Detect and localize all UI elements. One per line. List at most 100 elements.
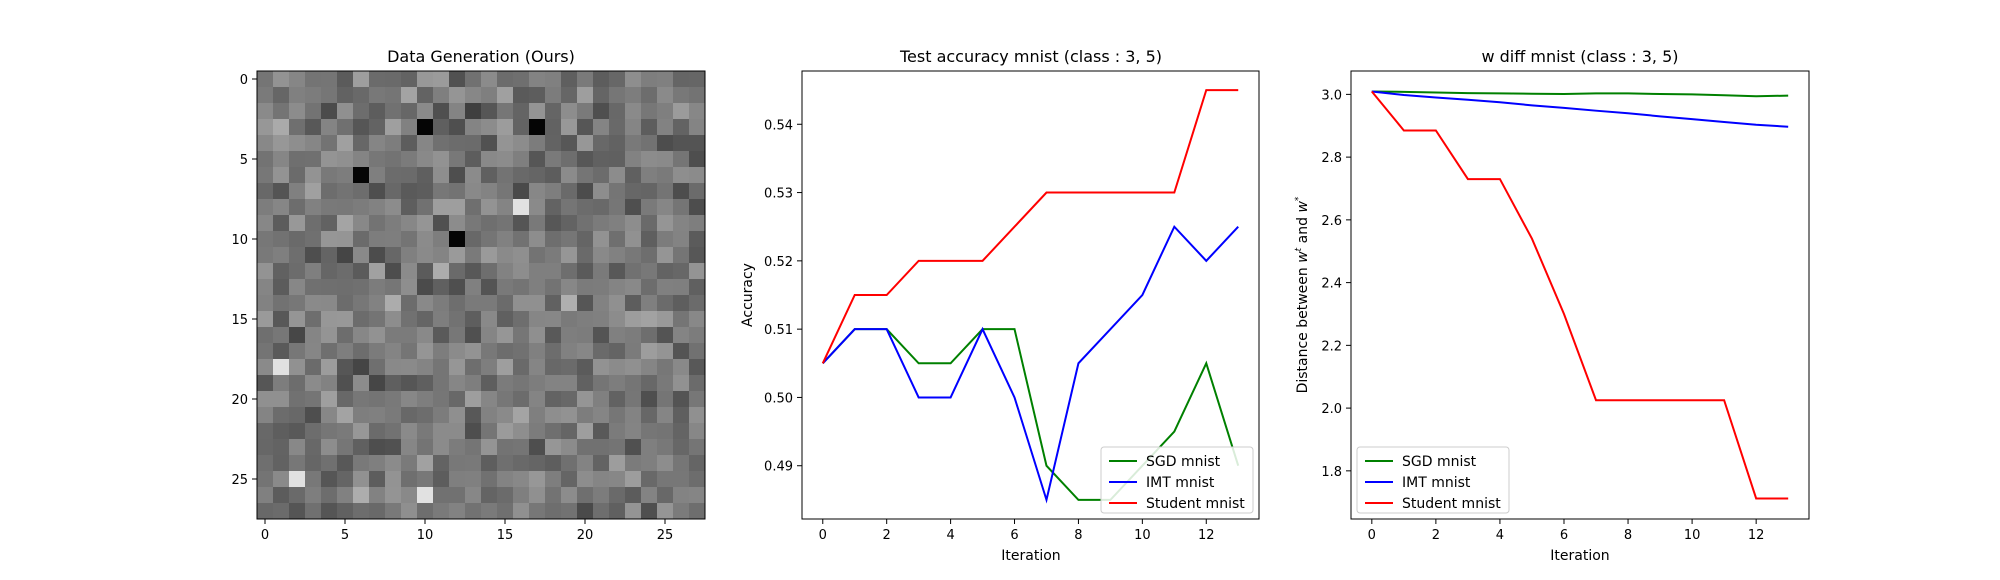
heatmap-cell <box>529 263 546 280</box>
heatmap-cell <box>529 71 546 88</box>
heatmap-cell <box>609 327 626 344</box>
heatmap-cell <box>321 247 338 264</box>
heatmap-cell <box>577 487 594 504</box>
heatmap-cell <box>689 343 706 360</box>
heatmap-cell <box>449 199 466 216</box>
heatmap-cell <box>641 471 658 488</box>
series-line-sgd-mnist <box>822 328 1240 501</box>
ytick-label: 1.8 <box>1321 465 1342 480</box>
heatmap-cell <box>369 231 386 248</box>
heatmap-cell <box>689 87 706 104</box>
heatmap-cell <box>593 471 610 488</box>
heatmap-cell <box>529 423 546 440</box>
heatmap-cell <box>625 151 642 168</box>
heatmap-cell <box>257 71 274 88</box>
heatmap-cell <box>289 311 306 328</box>
heatmap-cell <box>513 231 530 248</box>
heatmap-cell <box>545 279 562 296</box>
heatmap-cell <box>689 375 706 392</box>
heatmap-cell <box>321 167 338 184</box>
heatmap-cell <box>609 103 626 120</box>
heatmap-cell <box>689 167 706 184</box>
heatmap-cell <box>513 311 530 328</box>
heatmap-cell <box>257 87 274 104</box>
series-line-student-mnist <box>821 89 1239 364</box>
heatmap-cell <box>369 135 386 152</box>
heatmap-ytick-label: 15 <box>231 313 248 328</box>
heatmap-cell <box>625 455 642 472</box>
heatmap-cell <box>545 215 562 232</box>
xtick-label: 2 <box>1432 528 1440 543</box>
heatmap-cell <box>641 391 658 408</box>
heatmap-cell <box>385 311 402 328</box>
heatmap-cell <box>545 151 562 168</box>
heatmap-cell <box>433 455 450 472</box>
heatmap-cell <box>401 231 418 248</box>
heatmap-cell <box>369 199 386 216</box>
heatmap-cell <box>385 151 402 168</box>
heatmap-cell <box>289 71 306 88</box>
heatmap-cell <box>689 295 706 312</box>
heatmap-cell <box>449 471 466 488</box>
heatmap-cell <box>657 295 674 312</box>
heatmap-cell <box>561 119 578 136</box>
heatmap-cell <box>465 343 482 360</box>
heatmap-cell <box>385 471 402 488</box>
heatmap-cell <box>593 311 610 328</box>
heatmap-cell <box>513 343 530 360</box>
heatmap-cell <box>609 391 626 408</box>
heatmap-cell <box>369 263 386 280</box>
heatmap-cell <box>577 247 594 264</box>
heatmap-cell <box>497 487 514 504</box>
heatmap-cell <box>481 391 498 408</box>
heatmap-cell <box>433 471 450 488</box>
legend-label: Student mnist <box>1402 496 1501 512</box>
heatmap-cell <box>321 471 338 488</box>
heatmap-cell <box>369 423 386 440</box>
heatmap-cell <box>321 423 338 440</box>
heatmap-cell <box>497 503 514 520</box>
xtick-label: 8 <box>1074 528 1082 543</box>
heatmap-cell <box>561 455 578 472</box>
heatmap-cell <box>481 343 498 360</box>
heatmap-cell <box>497 391 514 408</box>
heatmap-frame <box>256 70 706 520</box>
heatmap-cell <box>321 215 338 232</box>
heatmap-cell <box>273 295 290 312</box>
heatmap-cell <box>625 119 642 136</box>
heatmap-cell <box>513 279 530 296</box>
heatmap-cell <box>641 199 658 216</box>
accuracy-lines <box>821 89 1240 504</box>
heatmap-cell <box>273 71 290 88</box>
heatmap-cell <box>321 151 338 168</box>
heatmap-cell <box>321 279 338 296</box>
heatmap-cell <box>433 439 450 456</box>
heatmap-cell <box>449 135 466 152</box>
heatmap-cell <box>449 487 466 504</box>
heatmap-cell <box>625 199 642 216</box>
heatmap-cell <box>641 135 658 152</box>
heatmap-cell <box>545 87 562 104</box>
heatmap-cell <box>353 503 370 520</box>
xtick-label: 2 <box>883 528 891 543</box>
heatmap-cell <box>657 423 674 440</box>
heatmap-cell <box>369 103 386 120</box>
heatmap-cell <box>625 471 642 488</box>
heatmap-panel: Data Generation (Ours) 0 5 10 15 20 25 0 5 10 15 2… <box>231 47 706 543</box>
heatmap-cell <box>481 135 498 152</box>
heatmap-cell <box>561 231 578 248</box>
heatmap-cell <box>433 199 450 216</box>
heatmap-cell <box>561 151 578 168</box>
heatmap-cell <box>305 247 322 264</box>
heatmap-cell <box>305 487 322 504</box>
heatmap-cell <box>337 295 354 312</box>
heatmap-cell <box>273 135 290 152</box>
heatmap-cell <box>353 87 370 104</box>
heatmap-cell <box>481 471 498 488</box>
heatmap-cell <box>481 87 498 104</box>
heatmap-cell <box>561 263 578 280</box>
heatmap-cell <box>609 71 626 88</box>
heatmap-cell <box>481 375 498 392</box>
heatmap-cell <box>657 71 674 88</box>
heatmap-cell <box>593 103 610 120</box>
